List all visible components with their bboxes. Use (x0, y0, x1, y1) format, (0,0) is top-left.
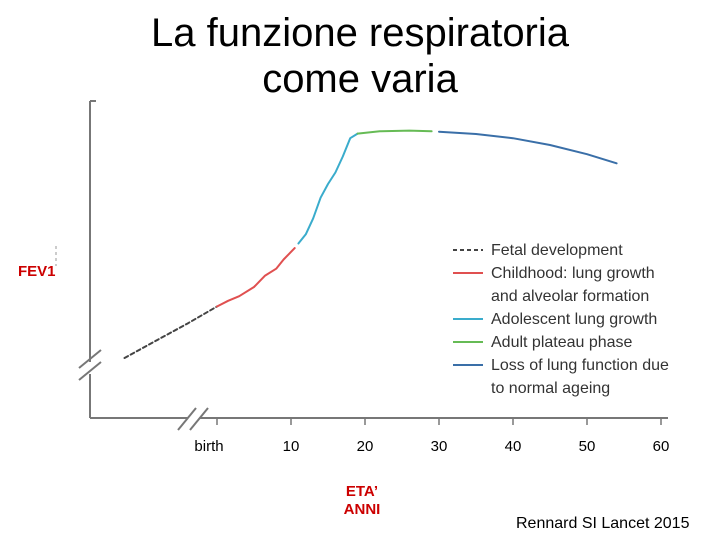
chart-axes (55, 100, 668, 431)
legend-entry-2: Childhood: lung growth and alveolar forma… (491, 265, 655, 305)
x-axis-break-mark-1 (177, 407, 197, 431)
x-axis-label-line-2: ANNI (343, 501, 381, 518)
x-tick-label: 10 (283, 438, 300, 455)
chart-legend: Fetal development Childhood: lung growth a… (453, 242, 669, 397)
legend-entry-5: Loss of lung function due to normal agein… (491, 357, 669, 397)
x-axis-break-mark-2 (189, 407, 209, 431)
y-axis-label: FEV1 (18, 263, 56, 280)
x-tick-label: 50 (579, 438, 596, 455)
x-tick-label: 40 (505, 438, 522, 455)
page-title: La funzione respiratoria come varia (0, 10, 720, 102)
legend-entry-4: Adult plateau phase (491, 334, 633, 351)
title-line-2: come varia (262, 57, 458, 101)
legend-entry-1: Fetal development (491, 242, 623, 259)
series-line-3 (297, 132, 359, 245)
series-line-4 (356, 129, 433, 135)
x-tick-label: birth (194, 438, 223, 455)
source-citation: Rennard SI Lancet 2015 (516, 515, 690, 532)
y-axis-break-mark-1 (78, 349, 102, 369)
series-line-5 (438, 130, 618, 165)
series-line-1 (123, 305, 218, 359)
x-tick-label: 30 (431, 438, 448, 455)
title-line-1: La funzione respiratoria (150, 11, 570, 55)
chart-series-group (123, 129, 618, 359)
x-tick-label: 20 (357, 438, 374, 455)
series-line-2 (216, 247, 296, 308)
chart-x-ticks: birth 10 20 30 40 50 60 (194, 418, 669, 455)
x-tick-label: 60 (653, 438, 670, 455)
legend-entry-3: Adolescent lung growth (491, 311, 657, 328)
x-axis-label: ETA’ ANNI (330, 483, 394, 519)
y-axis-break-mark-2 (78, 361, 102, 381)
x-axis-label-line-1: ETA’ (345, 483, 379, 500)
